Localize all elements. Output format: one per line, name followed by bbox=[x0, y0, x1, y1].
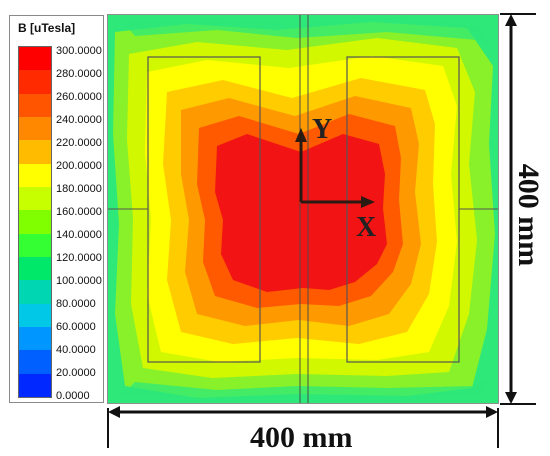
legend-swatch bbox=[19, 116, 51, 141]
legend-label: 160.0000 bbox=[56, 206, 102, 218]
legend-label: 240.0000 bbox=[56, 114, 102, 126]
legend-swatch bbox=[19, 210, 51, 234]
bottom-dim-left-arrow bbox=[108, 406, 120, 418]
legend-label: 180.0000 bbox=[56, 183, 102, 195]
legend-label: 300.0000 bbox=[56, 45, 102, 57]
legend-swatch bbox=[19, 163, 51, 187]
legend-label: 80.0000 bbox=[56, 298, 96, 310]
legend-swatch bbox=[19, 233, 51, 257]
center-divider bbox=[299, 14, 309, 404]
legend-swatch bbox=[19, 280, 51, 304]
magnetic-field-map bbox=[107, 14, 499, 404]
legend-label: 100.0000 bbox=[56, 275, 102, 287]
x-axis-arrowhead bbox=[361, 196, 375, 208]
y-axis-arrowhead bbox=[295, 128, 307, 142]
axis-x-label: X bbox=[356, 212, 377, 243]
right-dimension-label: 400 mm bbox=[512, 163, 545, 267]
legend-label: 280.0000 bbox=[56, 68, 102, 80]
field-map-border bbox=[107, 14, 499, 404]
field-map-svg bbox=[107, 14, 499, 404]
legend-label: 40.0000 bbox=[56, 344, 96, 356]
legend-color-bar bbox=[18, 46, 52, 398]
legend-label: 0.0000 bbox=[56, 390, 90, 402]
legend-label: 260.0000 bbox=[56, 91, 102, 103]
right-dim-bottom-arrow bbox=[505, 392, 517, 404]
legend-label: 140.0000 bbox=[56, 229, 102, 241]
legend-swatch bbox=[19, 70, 51, 94]
legend-title: B [uTesla] bbox=[18, 21, 76, 35]
color-legend: B [uTesla] 300.0000 280.0000 260.0000 24… bbox=[9, 15, 104, 403]
legend-label: 120.0000 bbox=[56, 252, 102, 264]
legend-label: 200.0000 bbox=[56, 160, 102, 172]
legend-label: 220.0000 bbox=[56, 137, 102, 149]
legend-swatch bbox=[19, 373, 51, 397]
field-edge-top bbox=[123, 16, 491, 46]
legend-swatch bbox=[19, 350, 51, 374]
axis-y-label: Y bbox=[312, 114, 333, 145]
legend-swatch bbox=[19, 140, 51, 164]
legend-swatch bbox=[19, 93, 51, 117]
legend-swatch bbox=[19, 256, 51, 281]
right-dim-top-arrow bbox=[505, 14, 517, 26]
field-edge-bottom bbox=[121, 380, 489, 402]
legend-label: 60.0000 bbox=[56, 321, 96, 333]
legend-swatch bbox=[19, 186, 51, 211]
bottom-dim-right-arrow bbox=[486, 406, 498, 418]
field-contour-red bbox=[215, 134, 387, 292]
legend-swatch bbox=[19, 47, 51, 71]
legend-label: 20.0000 bbox=[56, 367, 96, 379]
legend-swatch bbox=[19, 303, 51, 327]
bottom-dimension-label: 400 mm bbox=[250, 421, 353, 454]
legend-swatch bbox=[19, 326, 51, 351]
